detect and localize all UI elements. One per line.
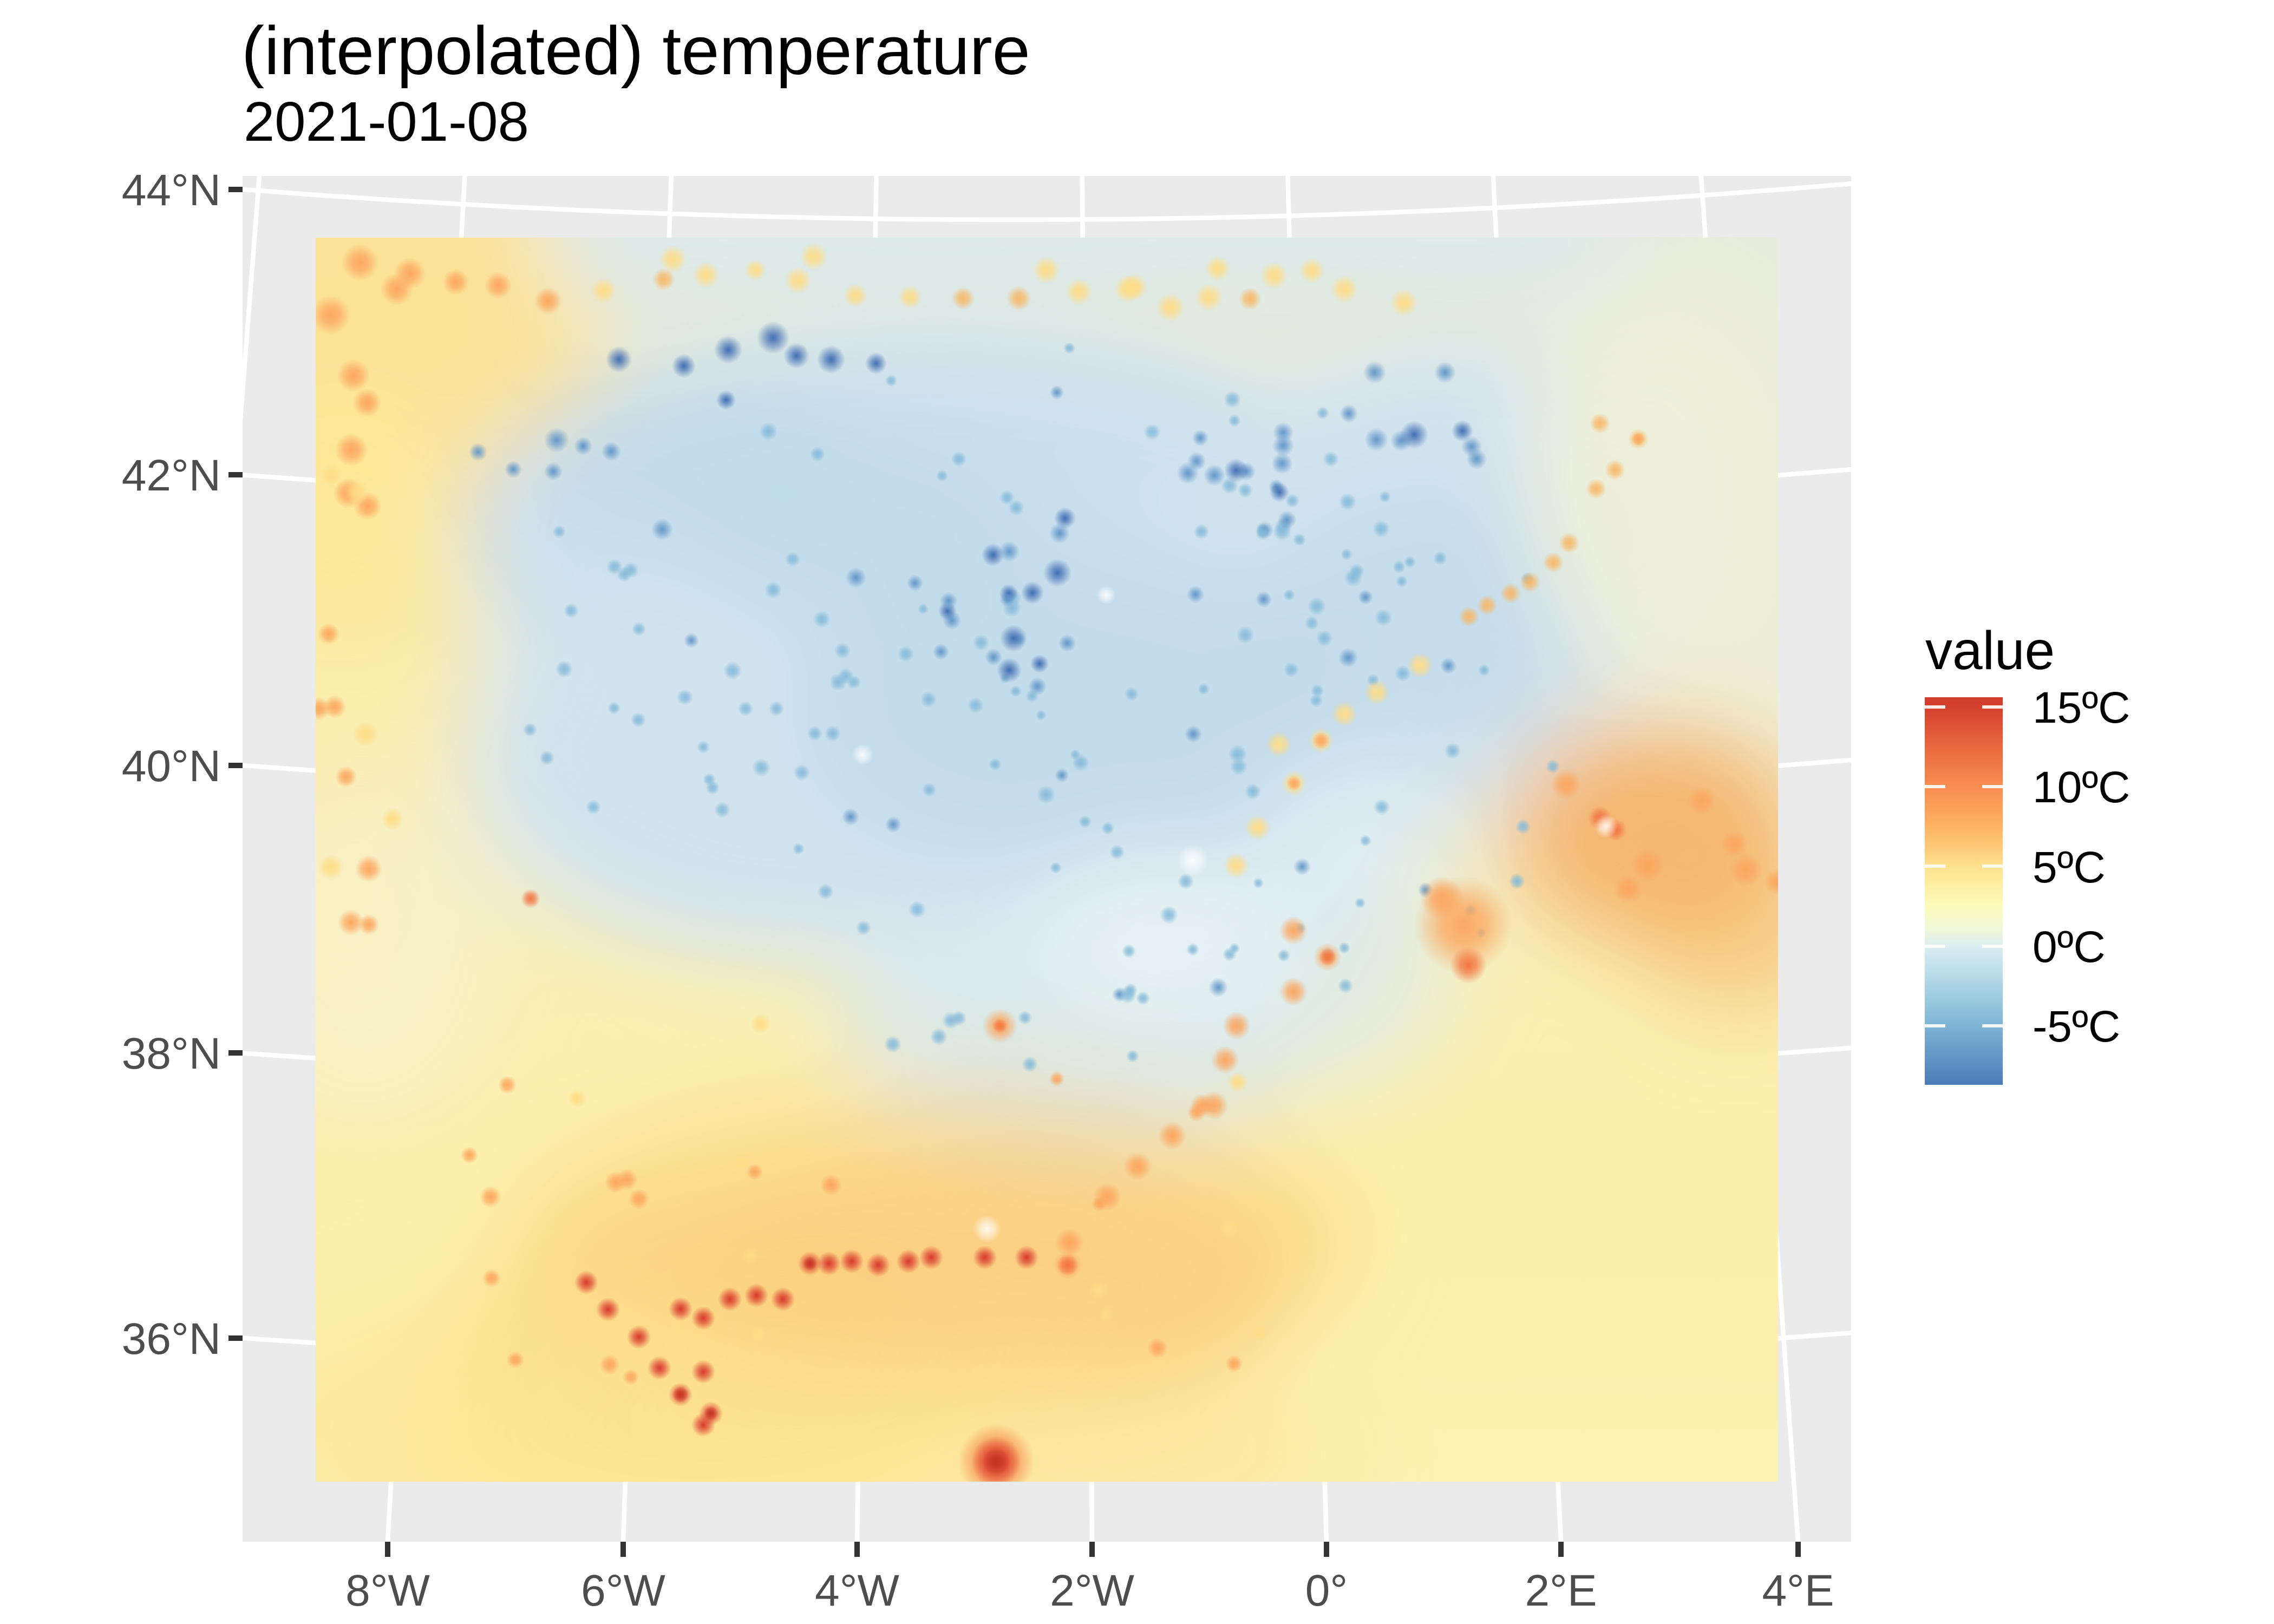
svg-text:value: value (1925, 620, 2055, 681)
svg-text:8°W: 8°W (345, 1566, 430, 1615)
svg-text:0°: 0° (1305, 1566, 1348, 1615)
svg-text:6°W: 6°W (581, 1566, 665, 1615)
svg-text:44°N: 44°N (122, 166, 221, 215)
svg-text:2°W: 2°W (1050, 1566, 1134, 1615)
svg-text:38°N: 38°N (122, 1029, 221, 1078)
svg-text:42°N: 42°N (122, 451, 221, 500)
svg-text:36°N: 36°N (122, 1314, 221, 1364)
svg-text:4°W: 4°W (815, 1566, 899, 1615)
svg-text:15ºC: 15ºC (2033, 683, 2130, 732)
svg-text:(interpolated) temperature: (interpolated) temperature (241, 12, 1030, 89)
svg-text:40°N: 40°N (122, 742, 221, 791)
svg-text:2°E: 2°E (1525, 1566, 1597, 1615)
svg-text:2021-01-08: 2021-01-08 (244, 90, 529, 153)
svg-text:0ºC: 0ºC (2033, 922, 2106, 972)
svg-text:-5ºC: -5ºC (2033, 1002, 2120, 1051)
svg-text:4°E: 4°E (1762, 1566, 1834, 1615)
svg-text:10ºC: 10ºC (2033, 763, 2130, 812)
svg-text:5ºC: 5ºC (2033, 843, 2106, 892)
